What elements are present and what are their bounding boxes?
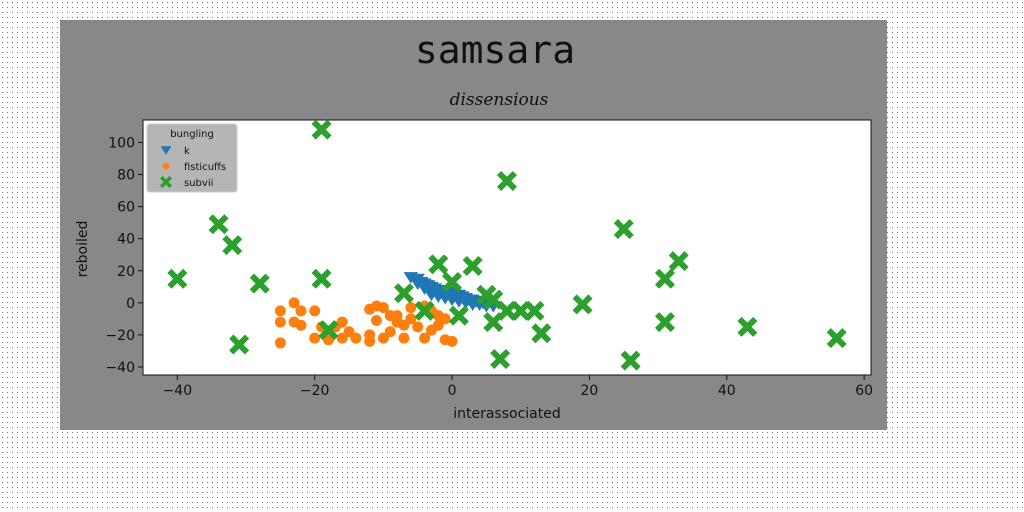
fisticuffs-point	[377, 302, 389, 314]
subvii-point	[311, 268, 332, 289]
y-axis-ticks: −40 −20 0 20 40 60 80 100	[105, 135, 143, 376]
subvii-point	[620, 350, 641, 371]
subvii-point	[167, 268, 188, 289]
subvii-point	[442, 271, 463, 292]
subvii-point	[318, 320, 339, 341]
subvii-point	[311, 119, 332, 140]
subvii-point	[826, 328, 847, 349]
legend-box	[146, 123, 238, 193]
subvii-point	[668, 251, 689, 272]
subvii-point	[462, 255, 483, 276]
legend-items: k fisticuffs subvii	[160, 146, 226, 189]
fisticuffs-point	[398, 319, 410, 331]
chart-title: samsara	[415, 28, 575, 72]
y-tick-label: 0	[126, 296, 135, 312]
x-tick-label: 40	[718, 383, 736, 399]
legend-marker-fisticuffs	[162, 162, 170, 170]
fisticuffs-point	[343, 326, 355, 338]
fisticuffs-point	[405, 313, 417, 325]
subvii-point	[448, 305, 469, 326]
subvii-point	[524, 300, 545, 321]
chart-subtitle: dissensious	[450, 90, 549, 110]
fisticuffs-point	[412, 321, 424, 333]
x-tick-label: 60	[855, 383, 873, 399]
x-tick-label: 20	[581, 383, 599, 399]
k-point	[410, 278, 425, 291]
subvii-point	[222, 235, 243, 256]
x-tick-label: −20	[300, 383, 330, 399]
fisticuffs-point	[295, 305, 307, 317]
subvii-point	[249, 273, 270, 294]
series-k	[403, 272, 501, 313]
y-tick-label: 40	[117, 232, 135, 248]
legend-label-k: k	[184, 146, 190, 157]
plot-area	[142, 119, 872, 376]
fisticuffs-point	[336, 332, 348, 344]
fisticuffs-point	[309, 305, 321, 317]
fisticuffs-point	[350, 332, 362, 344]
subvii-point	[229, 334, 250, 355]
fisticuffs-point	[364, 335, 376, 347]
fisticuffs-point	[274, 305, 286, 317]
data-marks	[167, 119, 847, 371]
x-axis-ticks: −40 −20 0 20 40 60	[163, 375, 873, 399]
subvii-point	[737, 316, 758, 337]
subvii-point	[490, 348, 511, 369]
legend-marker-subvii	[160, 176, 172, 188]
series-subvii	[167, 119, 847, 371]
legend-label-subvii: subvii	[184, 178, 213, 189]
y-tick-label: −40	[105, 360, 135, 376]
legend-marker-k	[160, 146, 172, 155]
k-point	[417, 283, 432, 295]
x-tick-label: −40	[163, 383, 193, 399]
fisticuffs-point	[336, 316, 348, 328]
fisticuffs-point	[439, 313, 451, 325]
y-tick-label: −20	[105, 328, 135, 344]
subvii-point	[654, 268, 675, 289]
fisticuffs-point	[309, 332, 321, 344]
fisticuffs-point	[398, 332, 410, 344]
legend-label-fisticuffs: fisticuffs	[184, 162, 226, 173]
legend: bungling k fisticuffs subvii	[146, 123, 238, 193]
subvii-point	[393, 283, 414, 304]
subvii-point	[428, 254, 449, 275]
fisticuffs-point	[391, 310, 403, 322]
y-tick-label: 100	[108, 135, 135, 151]
fisticuffs-point	[274, 316, 286, 328]
legend-title: bungling	[170, 129, 214, 140]
y-axis-label: reboiled	[75, 221, 91, 278]
fisticuffs-point	[295, 319, 307, 331]
subvii-point	[483, 312, 504, 333]
subvii-point	[497, 170, 517, 191]
subvii-point	[208, 214, 229, 235]
subvii-point	[613, 219, 634, 240]
x-tick-label: 0	[448, 383, 457, 399]
fisticuffs-point	[405, 302, 417, 314]
x-axis-label: interassociated	[453, 406, 561, 422]
fisticuffs-point	[371, 314, 383, 326]
fisticuffs-point	[425, 324, 437, 336]
fisticuffs-point	[446, 335, 458, 347]
y-tick-label: 20	[117, 264, 135, 280]
subvii-point	[654, 312, 675, 333]
y-tick-label: 80	[117, 168, 135, 184]
fisticuffs-point	[377, 332, 389, 344]
subvii-point	[414, 300, 435, 321]
subvii-point	[531, 323, 552, 344]
y-tick-label: 60	[117, 200, 135, 216]
fisticuffs-point	[419, 332, 431, 344]
subvii-point	[572, 294, 593, 315]
fisticuffs-point	[288, 297, 300, 309]
fisticuffs-point	[274, 337, 286, 349]
fisticuffs-point	[384, 326, 396, 338]
